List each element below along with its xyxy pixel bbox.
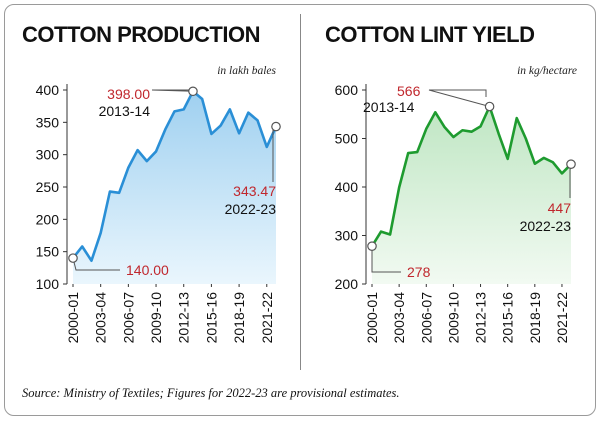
x-tick-label: 2006-07 (418, 292, 434, 344)
area-fill (73, 91, 276, 284)
x-tick-label: 2009-10 (148, 292, 164, 344)
y-tick-label: 500 (335, 131, 359, 147)
yield-chart: COTTON LINT YIELD in kg/hectare 200 300 400 5… (325, 22, 577, 344)
annotation-value: 343.47 (233, 183, 276, 199)
y-tick-label: 600 (335, 82, 359, 98)
annotation-value: 278 (407, 264, 431, 280)
x-tick-label: 2021-22 (554, 292, 570, 344)
y-tick-label: 200 (335, 276, 359, 292)
x-tick-label: 2015-16 (500, 292, 516, 344)
annotation-marker (367, 241, 377, 251)
annotation-year: 2013-14 (363, 99, 415, 115)
annotation-year: 2013-14 (99, 103, 151, 119)
annotation-value: 140.00 (126, 262, 169, 278)
y-tick-label: 300 (36, 147, 60, 163)
x-tick-label: 2012-13 (473, 292, 489, 344)
x-tick-label: 2018-19 (527, 292, 543, 344)
x-tick-label: 2012-13 (176, 292, 192, 344)
series-line (370, 105, 572, 247)
chart-title: COTTON LINT YIELD (325, 22, 534, 47)
production-chart: COTTON PRODUCTION in lakh bales 100 150 200 2… (22, 22, 281, 344)
y-tick-label: 350 (36, 114, 60, 130)
annotation-leader (151, 89, 193, 92)
x-tick-label: 2000-01 (65, 292, 81, 344)
x-tick-label: 2009-10 (445, 292, 461, 344)
annotation-year: 2022-23 (225, 201, 277, 217)
y-tick-label: 400 (335, 179, 359, 195)
annotation-value: 447 (548, 200, 572, 216)
unit-label: in lakh bales (217, 65, 276, 77)
y-tick-label: 250 (36, 179, 60, 195)
panel-divider (300, 14, 301, 370)
x-tick-label: 2006-07 (120, 292, 136, 344)
x-tick-label: 2003-04 (93, 292, 109, 344)
annotation-value: 566 (397, 83, 421, 99)
chart-title: COTTON PRODUCTION (22, 22, 260, 47)
annotation-marker (271, 121, 281, 132)
annotation-leader (428, 89, 490, 107)
y-tick-label: 100 (36, 276, 60, 292)
y-tick-label: 400 (36, 82, 60, 98)
x-tick-label: 2000-01 (364, 292, 380, 344)
annotation-marker (566, 159, 576, 170)
annotation-marker (484, 101, 495, 112)
x-tick-label: 2018-19 (231, 292, 247, 344)
x-tick-label: 2003-04 (391, 292, 407, 344)
annotation-marker (188, 86, 198, 97)
annotation-value: 398.00 (107, 86, 150, 102)
source-note: Source: Ministry of Textiles; Figures fo… (22, 386, 400, 400)
y-tick-label: 150 (36, 244, 60, 260)
unit-label: in kg/hectare (517, 65, 577, 77)
series-line (71, 89, 278, 263)
y-tick-label: 200 (36, 211, 60, 227)
annotation-year: 2022-23 (520, 218, 572, 234)
x-tick-label: 2021-22 (259, 292, 275, 344)
annotation-marker (68, 253, 78, 263)
x-tick-label: 2015-16 (203, 292, 219, 344)
y-tick-label: 300 (335, 228, 359, 244)
area-fill (372, 106, 571, 285)
